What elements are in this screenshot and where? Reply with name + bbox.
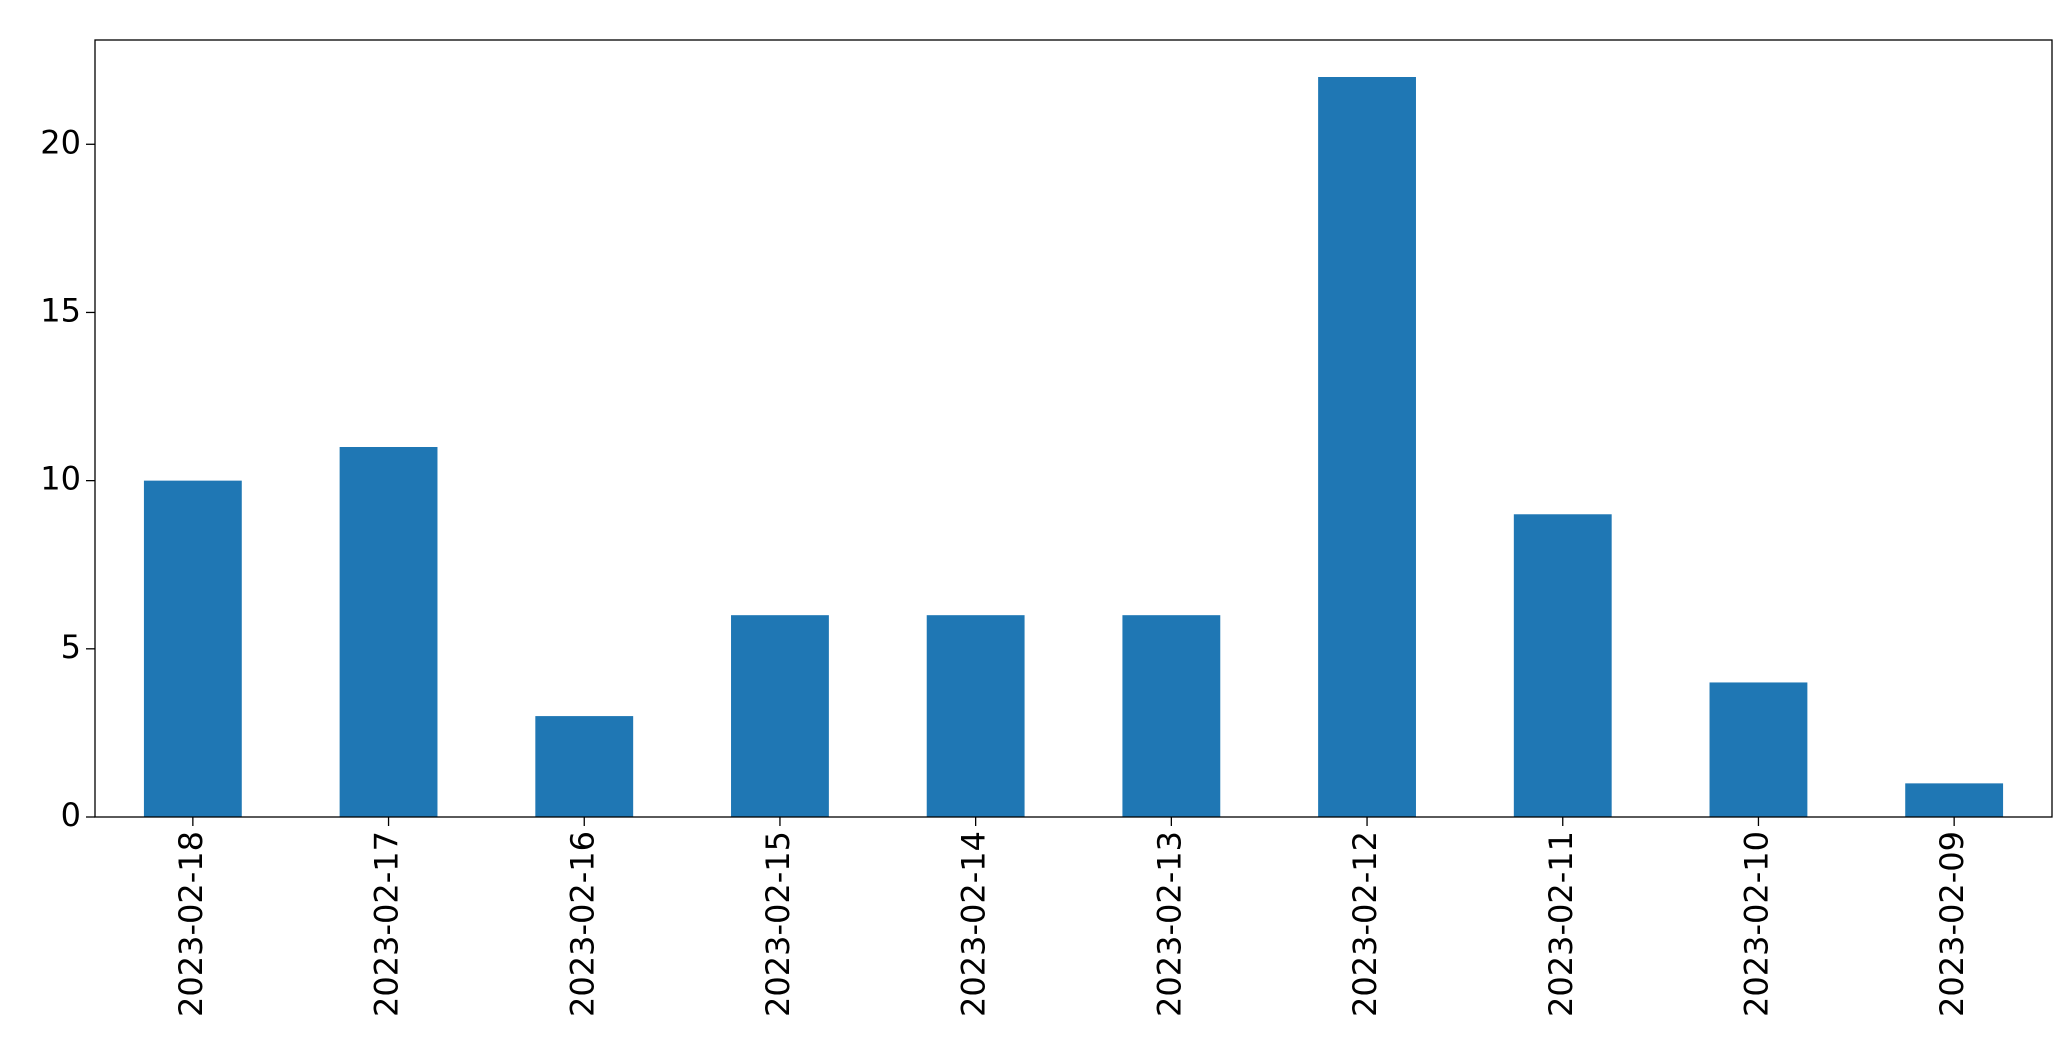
x-tick-label: 2023-02-17 [368,831,406,1017]
y-tick-label: 5 [61,628,81,666]
bar [1318,77,1416,817]
bar [1905,783,2004,817]
x-tick-label: 2023-02-15 [759,831,797,1017]
x-tick-label: 2023-02-10 [1737,831,1775,1017]
x-tick-label: 2023-02-09 [1933,831,1971,1017]
y-tick-label: 10 [40,460,81,498]
x-tick-label: 2023-02-13 [1150,831,1188,1017]
bar [1122,615,1221,817]
x-tick-label: 2023-02-11 [1542,831,1580,1017]
plot-frame [94,39,2053,818]
x-tick-label: 2023-02-12 [1346,831,1384,1017]
y-tick-label: 20 [40,123,81,161]
bar [1709,682,1808,817]
y-tick-label: 0 [61,796,81,834]
x-tick-label: 2023-02-16 [563,831,601,1017]
bar [535,716,634,817]
x-tick-label: 2023-02-18 [172,831,210,1017]
bar [339,447,438,817]
bar [1513,514,1612,817]
bar [143,480,242,817]
x-tick-label: 2023-02-14 [955,831,993,1017]
y-tick-label: 15 [40,291,81,329]
bar [731,615,829,817]
bar [926,615,1025,817]
